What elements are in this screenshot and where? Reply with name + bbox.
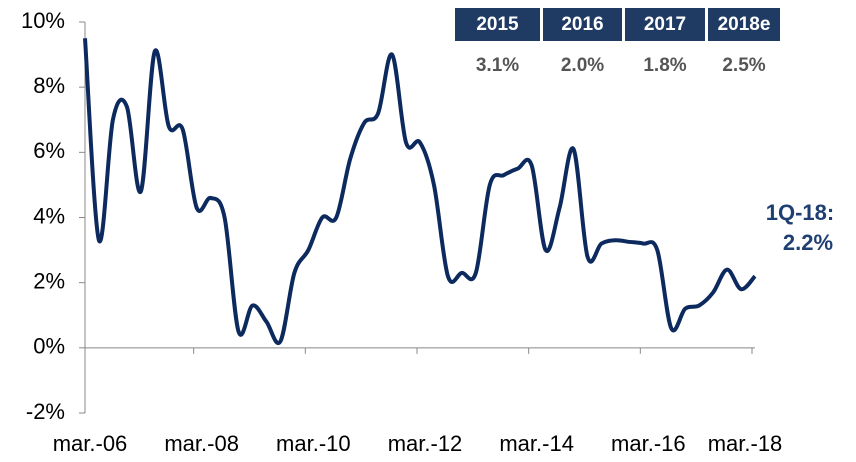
x-tick-label: mar.-16 bbox=[611, 431, 686, 456]
x-tick-label: mar.-18 bbox=[708, 431, 783, 456]
y-tick-label: 4% bbox=[33, 203, 65, 228]
table-header: 2016 bbox=[561, 14, 603, 35]
table-header: 2017 bbox=[644, 14, 686, 35]
table-cell: 1.8% bbox=[643, 55, 686, 76]
x-tick-label: mar.-14 bbox=[499, 431, 574, 456]
x-tick-label: mar.-12 bbox=[388, 431, 463, 456]
table-cell: 2.0% bbox=[561, 55, 604, 76]
x-tick-label: mar.-10 bbox=[276, 431, 351, 456]
line bbox=[83, 38, 757, 346]
table-header-cell bbox=[455, 8, 540, 41]
y-tick-label: 8% bbox=[33, 73, 65, 98]
table-header-cell bbox=[708, 8, 780, 41]
x-tick-label: mar.-06 bbox=[53, 431, 128, 456]
y-tick-label: 0% bbox=[33, 334, 65, 359]
table-cell: 3.1% bbox=[476, 55, 519, 76]
annotation: 2.2% bbox=[783, 230, 833, 255]
y-tick-label: 2% bbox=[33, 268, 65, 293]
table-header: 2018e bbox=[718, 14, 771, 35]
y-tick-label: 6% bbox=[33, 138, 65, 163]
x-tick-label: mar.-08 bbox=[164, 431, 239, 456]
annotation: 1Q-18: bbox=[766, 200, 834, 225]
table-header-cell bbox=[625, 8, 705, 41]
y-tick-label: -2% bbox=[26, 399, 65, 424]
table-header-cell bbox=[543, 8, 622, 41]
y-tick-label: 10% bbox=[21, 8, 65, 33]
table-header: 2015 bbox=[476, 14, 519, 35]
table-cell: 2.5% bbox=[722, 55, 765, 76]
